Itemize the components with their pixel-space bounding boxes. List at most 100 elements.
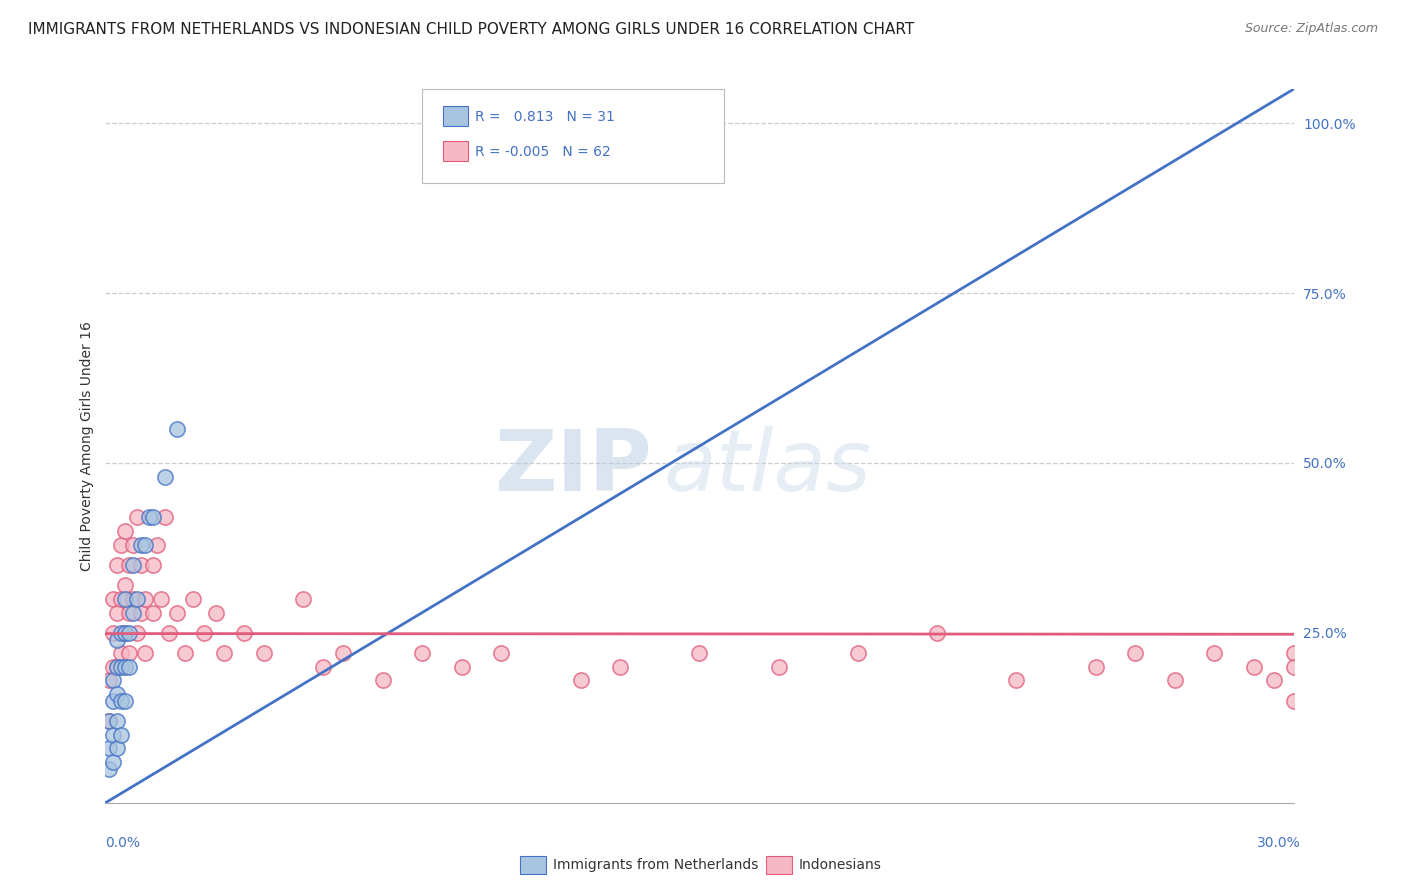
Point (153, 510, 176, 524)
Point (173, 646, 195, 660)
Point (157, 626, 180, 640)
Point (166, 606, 188, 620)
Point (98, 714, 121, 729)
Point (114, 591, 136, 606)
Point (129, 606, 152, 620)
Y-axis label: Child Poverty Among Girls Under 16: Child Poverty Among Girls Under 16 (80, 321, 94, 571)
Point (114, 626, 136, 640)
Point (1282, 646, 1305, 660)
Point (332, 646, 354, 660)
Point (118, 626, 141, 640)
Point (1282, 660, 1305, 674)
Point (142, 510, 165, 524)
Point (569, 673, 592, 688)
Point (98, 741, 121, 756)
Point (146, 537, 169, 551)
Point (166, 422, 188, 436)
Point (450, 660, 472, 674)
Point (181, 591, 204, 606)
Point (312, 660, 335, 674)
Point (609, 660, 631, 674)
Text: 0.0%: 0.0% (105, 836, 141, 850)
Text: ZIP: ZIP (495, 425, 652, 509)
Point (105, 632, 128, 647)
Point (253, 646, 276, 660)
Text: atlas: atlas (664, 425, 872, 509)
Point (127, 510, 149, 524)
Text: 30.0%: 30.0% (1257, 836, 1301, 850)
Point (689, 646, 711, 660)
Text: R = -0.005   N = 62: R = -0.005 N = 62 (475, 145, 612, 159)
Point (114, 694, 136, 708)
Point (103, 755, 125, 769)
Point (110, 591, 132, 606)
Point (142, 558, 165, 572)
Point (134, 646, 156, 660)
Point (110, 646, 132, 660)
Point (122, 591, 145, 606)
Point (118, 558, 141, 572)
Point (114, 626, 136, 640)
Point (127, 591, 149, 606)
Point (122, 606, 145, 620)
Point (214, 646, 236, 660)
Text: IMMIGRANTS FROM NETHERLANDS VS INDONESIAN CHILD POVERTY AMONG GIRLS UNDER 16 COR: IMMIGRANTS FROM NETHERLANDS VS INDONESIA… (28, 22, 914, 37)
Point (114, 660, 136, 674)
Point (1243, 660, 1265, 674)
Point (98, 673, 121, 688)
Point (110, 694, 132, 708)
Point (193, 626, 215, 640)
Point (103, 591, 125, 606)
Point (98, 762, 121, 776)
Point (1084, 660, 1107, 674)
Point (411, 646, 433, 660)
Point (768, 660, 790, 674)
Point (491, 646, 513, 660)
Point (105, 741, 128, 756)
Point (98, 714, 121, 729)
Point (103, 660, 125, 674)
Point (114, 524, 136, 538)
Point (925, 626, 948, 640)
Point (138, 510, 160, 524)
Point (205, 606, 228, 620)
Point (153, 469, 176, 483)
Point (122, 558, 145, 572)
Point (114, 578, 136, 592)
Text: R =   0.813   N = 31: R = 0.813 N = 31 (475, 110, 614, 124)
Point (1005, 673, 1028, 688)
Point (134, 537, 156, 551)
Point (118, 646, 141, 660)
Point (129, 537, 152, 551)
Point (129, 558, 152, 572)
Point (103, 673, 125, 688)
Point (103, 728, 125, 742)
Point (371, 673, 394, 688)
Point (1282, 694, 1305, 708)
Point (134, 591, 156, 606)
Point (103, 626, 125, 640)
Point (105, 660, 128, 674)
Point (110, 660, 132, 674)
Text: Immigrants from Netherlands: Immigrants from Netherlands (553, 858, 758, 872)
Point (105, 687, 128, 701)
Point (122, 537, 145, 551)
Point (1164, 673, 1187, 688)
Point (142, 606, 165, 620)
Text: Indonesians: Indonesians (799, 858, 882, 872)
Point (292, 591, 315, 606)
Point (149, 591, 172, 606)
Point (110, 728, 132, 742)
Point (118, 606, 141, 620)
Point (1263, 673, 1285, 688)
Point (233, 626, 256, 640)
Point (846, 646, 869, 660)
Point (103, 694, 125, 708)
Point (127, 626, 149, 640)
Point (118, 660, 141, 674)
Point (105, 714, 128, 729)
Point (110, 537, 132, 551)
Point (1204, 646, 1226, 660)
Point (105, 606, 128, 620)
Point (1123, 646, 1146, 660)
